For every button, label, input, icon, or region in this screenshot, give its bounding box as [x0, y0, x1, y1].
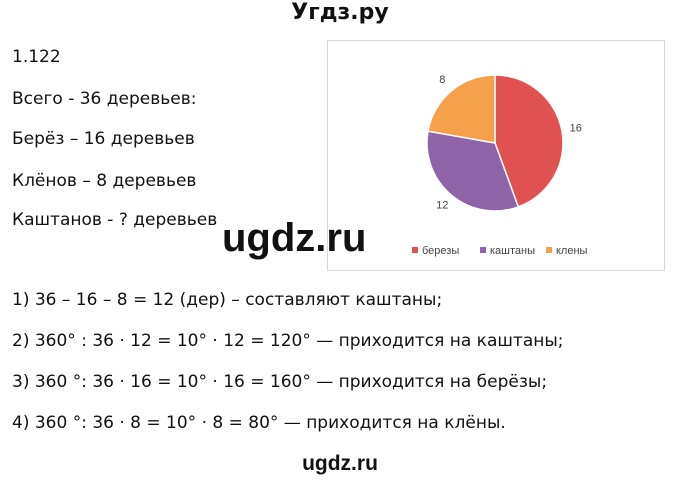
- slice-label: 16: [570, 123, 582, 135]
- given-line: Клёнов – 8 деревьев: [12, 171, 197, 191]
- legend-swatch: [412, 247, 418, 253]
- given-line: Берёз – 16 деревьев: [12, 129, 195, 149]
- pie-slice: [426, 130, 520, 212]
- solution-line: 2) 360° : 36 · 12 = 10° · 12 = 120° — пр…: [12, 331, 564, 351]
- legend-swatch: [546, 247, 552, 253]
- pie-slice: [427, 74, 496, 144]
- watermark: ugdz.ru: [222, 216, 367, 260]
- slice-label: 12: [436, 200, 448, 212]
- legend-swatch: [480, 247, 486, 253]
- legend-label: клены: [556, 245, 588, 257]
- pie-slice: [494, 74, 564, 208]
- pie-chart: 16 12 8 березы каштаны клены: [327, 40, 665, 271]
- legend-label: березы: [422, 245, 459, 257]
- given-line: Всего - 36 деревьев:: [12, 89, 197, 109]
- footer-watermark: ugdz.ru: [302, 452, 378, 475]
- solution-line: 3) 360 °: 36 · 16 = 10° · 16 = 160° — пр…: [12, 372, 548, 392]
- site-title: Угдз.ру: [291, 0, 389, 25]
- legend-label: каштаны: [490, 245, 535, 257]
- given-line: Каштанов - ? деревьев: [12, 210, 218, 230]
- solution-line: 1) 36 – 16 – 8 = 12 (дер) – составляют к…: [12, 290, 443, 310]
- solution-line: 4) 360 °: 36 · 8 = 10° · 8 = 80° — прихо…: [12, 413, 506, 433]
- slice-label: 8: [439, 74, 445, 86]
- problem-number: 1.122: [12, 47, 61, 67]
